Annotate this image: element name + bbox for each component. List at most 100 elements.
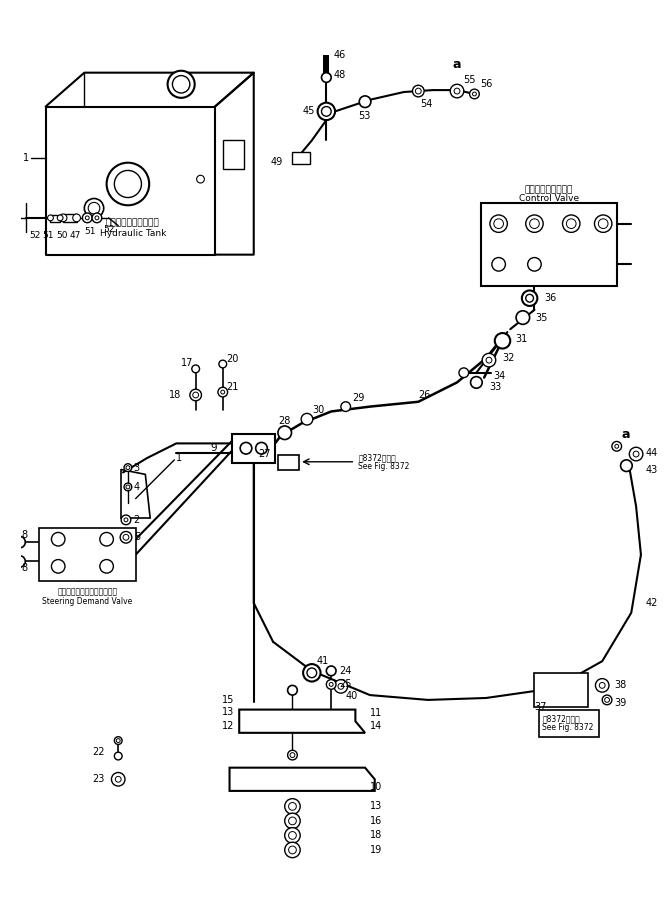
Circle shape [58, 215, 63, 220]
Polygon shape [240, 710, 365, 732]
Circle shape [359, 96, 371, 107]
Circle shape [115, 776, 121, 783]
Text: 8: 8 [21, 530, 27, 540]
Circle shape [288, 803, 296, 810]
Text: 41: 41 [316, 656, 329, 666]
Circle shape [495, 333, 510, 349]
Text: Steering Demand Valve: Steering Demand Valve [42, 597, 132, 606]
Text: 14: 14 [370, 721, 382, 731]
Circle shape [116, 739, 120, 742]
Text: ハイドロリックタンク: ハイドロリックタンク [106, 219, 160, 227]
Circle shape [450, 85, 464, 97]
Circle shape [288, 817, 296, 824]
Text: 2: 2 [134, 515, 140, 525]
Text: 16: 16 [370, 816, 382, 826]
Bar [292, 152, 310, 164]
Circle shape [322, 107, 331, 117]
Circle shape [285, 799, 300, 814]
Circle shape [100, 559, 113, 573]
Circle shape [84, 199, 104, 218]
Circle shape [459, 368, 468, 377]
Text: Hydraulic Tank: Hydraulic Tank [100, 229, 166, 238]
Text: 52: 52 [29, 230, 41, 240]
Circle shape [52, 559, 65, 573]
Circle shape [114, 170, 141, 198]
Text: 53: 53 [359, 111, 371, 121]
Bar [223, 140, 244, 169]
Circle shape [615, 445, 619, 448]
Text: See Fig. 8372: See Fig. 8372 [542, 723, 593, 732]
Text: 22: 22 [92, 747, 104, 757]
Text: 32: 32 [502, 353, 515, 363]
Text: 37: 37 [535, 701, 547, 711]
Text: 15: 15 [222, 695, 234, 705]
Circle shape [595, 215, 612, 232]
Bar [278, 455, 299, 469]
Circle shape [121, 515, 131, 525]
Circle shape [2, 535, 17, 550]
Circle shape [605, 698, 609, 702]
Circle shape [285, 828, 300, 844]
Circle shape [114, 752, 122, 760]
Text: 52: 52 [104, 225, 115, 234]
Circle shape [307, 668, 316, 678]
Circle shape [516, 311, 530, 324]
Text: 30: 30 [312, 404, 324, 415]
Circle shape [126, 485, 130, 489]
Text: 51: 51 [43, 230, 54, 240]
Circle shape [598, 219, 608, 229]
Circle shape [482, 353, 496, 367]
Circle shape [303, 664, 320, 681]
Circle shape [168, 71, 195, 97]
Text: 1: 1 [23, 153, 29, 163]
Bar [50, 215, 60, 221]
Bar [323, 56, 329, 73]
Text: 27: 27 [259, 449, 271, 459]
Text: 43: 43 [646, 465, 658, 475]
Circle shape [2, 554, 17, 569]
Circle shape [197, 175, 204, 183]
Text: 19: 19 [370, 844, 382, 855]
Circle shape [100, 532, 113, 546]
Circle shape [472, 92, 476, 96]
Circle shape [114, 737, 122, 744]
Text: 34: 34 [493, 371, 505, 381]
Text: 48: 48 [333, 69, 345, 79]
Bar [232, 434, 275, 463]
Circle shape [492, 258, 505, 271]
Circle shape [124, 483, 132, 491]
Circle shape [52, 532, 65, 546]
Circle shape [334, 680, 348, 693]
Circle shape [563, 215, 580, 232]
Circle shape [240, 443, 252, 454]
Circle shape [124, 464, 132, 472]
Circle shape [106, 163, 149, 205]
Text: 12: 12 [222, 721, 234, 731]
Circle shape [290, 752, 295, 758]
Text: 23: 23 [92, 774, 104, 784]
Text: 4: 4 [134, 482, 140, 492]
Circle shape [413, 86, 424, 97]
Circle shape [59, 214, 67, 221]
Circle shape [621, 460, 632, 472]
Text: 42: 42 [646, 599, 658, 609]
Text: 第8372図参照: 第8372図参照 [542, 715, 580, 723]
Text: 9: 9 [210, 444, 217, 454]
Text: See Fig. 8372: See Fig. 8372 [359, 462, 409, 471]
Bar [539, 710, 599, 737]
Text: 3: 3 [134, 463, 140, 473]
Circle shape [92, 213, 102, 222]
Circle shape [602, 695, 612, 705]
Circle shape [301, 414, 313, 425]
Circle shape [256, 443, 268, 454]
Circle shape [47, 215, 54, 220]
Circle shape [112, 773, 125, 786]
Circle shape [470, 376, 482, 388]
Text: 24: 24 [339, 666, 351, 676]
Circle shape [218, 387, 227, 397]
Circle shape [88, 202, 100, 214]
Circle shape [341, 402, 351, 412]
Text: 13: 13 [222, 707, 234, 717]
Text: 20: 20 [227, 354, 239, 364]
Text: 8: 8 [21, 563, 27, 573]
